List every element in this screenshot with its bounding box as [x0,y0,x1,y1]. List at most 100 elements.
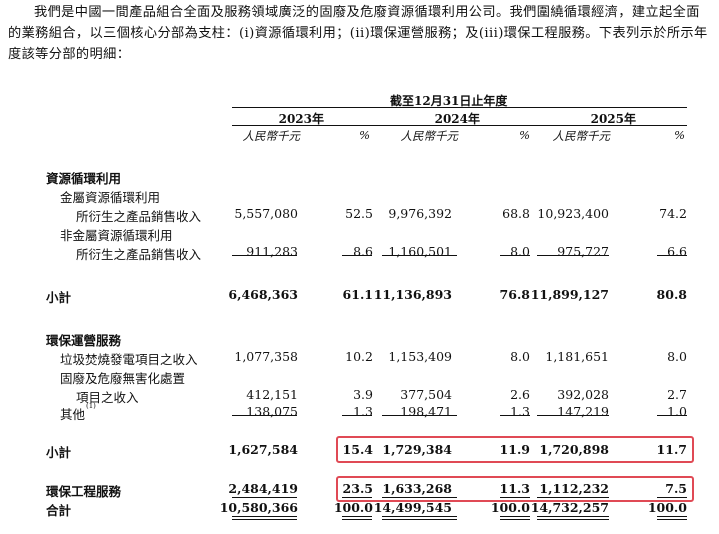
row-label: 環保運營服務 [46,333,122,348]
table-cell: 1,112,232 [539,481,609,496]
table-cell: 11.3 [499,481,530,496]
row-label: 資源循環利用 [46,171,122,186]
table-cell: 10.2 [345,349,373,364]
col-header-pct-2025: % [674,128,685,142]
table-cell: 52.5 [345,206,373,221]
rule [657,255,687,256]
intro-paragraph: 我們是中國一間產品組合全面及服務領域廣泛的固廢及危廢資源循環利用公司。我們圍繞循… [8,5,708,62]
table-cell: 2.6 [510,387,530,402]
table-row: 固廢及危廢無害化處置 [0,368,719,386]
rule [342,497,372,498]
table-cell: 11.7 [656,442,687,457]
rule [500,497,530,498]
rule [537,519,609,520]
table-cell: 9,976,392 [388,206,452,221]
table-row: 環保運營服務 [0,330,719,348]
year-2025: 2025年 [590,112,636,126]
rule [537,415,609,416]
row-label: 小計 [46,445,72,460]
table-row: 其他 (1) 138,075 1.3 198,471 1.3 147,219 1.0 [0,402,719,422]
highlight-box [336,476,694,502]
table-cell: 198,471 [400,404,452,419]
table-cell: 1,160,501 [388,244,452,259]
table-cell: 100.0 [333,500,373,515]
rule [232,516,297,517]
table-row: 垃圾焚燒發電項目之收入 1,077,358 10.2 1,153,409 8.0 1,18… [0,349,719,367]
table-cell: 100.0 [647,500,687,515]
rule [232,497,297,498]
table-cell: 68.8 [502,206,530,221]
rule [537,497,609,498]
rule [537,255,609,256]
highlight-box [336,436,694,463]
table-cell: 6.6 [667,244,687,259]
year-2024: 2024年 [434,112,480,126]
rule [657,497,687,498]
col-header-pct-2024: % [519,128,530,142]
table-cell: 1,077,358 [234,349,298,364]
table-cell: 1,181,651 [545,349,609,364]
table-cell: 412,151 [246,387,298,402]
rule [382,519,457,520]
table-row: 小計 6,468,363 61.1 11,136,893 76.8 11,899,127 8… [0,287,719,305]
table-cell: 138,075 [246,404,298,419]
rule [342,415,372,416]
table-cell: 1,720,898 [539,442,609,457]
rule [232,415,297,416]
row-label: 所衍生之產品銷售收入 [76,247,202,262]
table-cell: 392,028 [557,387,609,402]
table-cell: 10,580,366 [219,500,298,515]
rule [657,519,687,520]
rule [382,516,457,517]
rule [382,415,457,416]
col-header-amount-2024: 人民幣千元 [400,129,459,143]
row-label: 合計 [46,503,72,518]
rule [342,516,372,517]
table-cell: 14,499,545 [373,500,452,515]
table-cell: 6,468,363 [228,287,298,302]
rule [232,255,297,256]
rule [500,255,530,256]
table-cell: 7.5 [665,481,687,496]
rule [537,516,609,517]
row-label: 其他 [60,407,86,422]
col-header-amount-2023: 人民幣千元 [242,129,301,143]
rule [657,516,687,517]
col-header-amount-2025: 人民幣千元 [552,129,611,143]
table-row: 小計 1,627,584 15.4 1,729,384 11.9 1,720,898 11.… [0,442,719,460]
row-label: 環保工程服務 [46,484,122,499]
rule [382,255,457,256]
table-cell: 100.0 [490,500,530,515]
period-header: 截至12月31日止年度 [390,94,508,108]
table-cell: 2,484,419 [228,481,298,496]
col-header-pct-2023: % [359,128,370,142]
rule [500,519,530,520]
table-row: 所衍生之產品銷售收入 5,557,080 52.5 9,976,392 68.8 10,9… [0,206,719,224]
table-cell: 2.7 [667,387,687,402]
row-label: 金屬資源循環利用 [60,190,161,205]
table-cell: 3.9 [353,387,373,402]
table-cell: 1,729,384 [382,442,452,457]
row-label: 垃圾焚燒發電項目之收入 [60,352,198,367]
table-cell: 1,153,409 [388,349,452,364]
table-cell: 911,283 [246,244,298,259]
table-row: 環保工程服務 2,484,419 23.5 1,633,268 11.3 1,112,23… [0,481,719,499]
table-cell: 147,219 [557,404,609,419]
table-cell: 1.0 [667,404,687,419]
row-label: 所衍生之產品銷售收入 [76,209,202,224]
table-row: 資源循環利用 [0,168,719,186]
table-cell: 61.1 [342,287,373,302]
table-cell: 23.5 [342,481,373,496]
row-label: 非金屬資源循環利用 [60,228,173,243]
rule [500,415,530,416]
table-row: 金屬資源循環利用 [0,187,719,205]
rule [342,255,372,256]
year-2023: 2023年 [278,112,324,126]
year-underline [232,125,687,126]
rule [342,519,372,520]
row-label: 固廢及危廢無害化處置 [60,371,186,386]
rule [500,516,530,517]
table-cell: 11.9 [499,442,530,457]
table-cell: 76.8 [499,287,530,302]
table-row: 合計 10,580,366 100.0 14,499,545 100.0 14,732,2… [0,500,719,518]
